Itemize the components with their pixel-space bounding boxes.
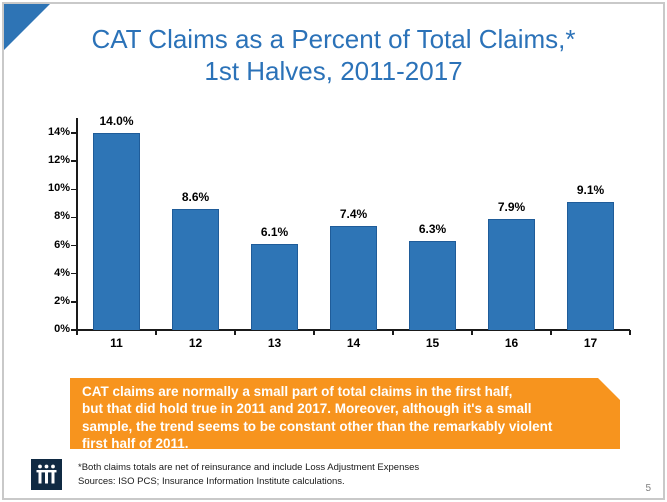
bar-13: [251, 244, 298, 330]
x-axis-tick: [76, 330, 78, 335]
page-number: 5: [645, 483, 651, 494]
y-axis-tick-label: 14%: [47, 126, 70, 138]
callout-box: CAT claims are normally a small part of …: [70, 378, 620, 449]
x-axis-tick-label: 13: [267, 336, 282, 350]
x-axis-tick-label: 17: [583, 336, 598, 350]
x-axis-tick-label: 11: [110, 336, 123, 350]
bar-slot: 9.1% 17: [551, 118, 630, 350]
x-axis-tick-label: 14: [346, 336, 361, 350]
bar-value-label: 14.0%: [99, 114, 134, 128]
slide-title-line2: 1st Halves, 2011-2017: [204, 55, 463, 86]
bar-slot: 6.3% 15: [393, 118, 472, 350]
y-axis-tick: [71, 301, 76, 303]
y-axis-tick: [71, 188, 76, 191]
y-axis-tick-label: 8%: [54, 210, 70, 223]
y-axis-tick-label: 4%: [54, 266, 70, 279]
y-axis-tick-label: 2%: [54, 294, 70, 307]
x-axis-tick: [629, 330, 631, 335]
x-axis-tick-label: 12: [188, 336, 203, 350]
x-axis-tick: [550, 330, 552, 335]
bar-12: [172, 209, 219, 330]
x-axis-tick: [313, 330, 315, 335]
y-axis-tick: [71, 132, 76, 134]
bar-slot: 7.4% 14: [314, 118, 393, 350]
slide-title-line1: CAT Claims as a Percent of Total Claims,…: [91, 24, 576, 54]
y-axis-tick: [71, 216, 76, 219]
y-axis-tick: [71, 244, 76, 247]
bar-17: [567, 201, 614, 330]
y-axis-line: [76, 118, 78, 330]
bar-slot: 14.0% 11: [77, 114, 156, 350]
footnote-text: *Both claims totals are net of reinsuran…: [78, 462, 420, 488]
bar-value-label: 7.9%: [497, 199, 526, 214]
bar-slot: 6.1% 13: [235, 118, 314, 350]
x-axis-line: [76, 329, 630, 331]
bar-14: [330, 225, 377, 330]
y-axis-tick: [71, 329, 76, 331]
y-axis-tick: [71, 160, 76, 162]
bar-15: [409, 241, 456, 330]
x-axis-tick: [392, 330, 394, 335]
triple-i-logo: [31, 459, 62, 490]
y-axis-tick-label: 10%: [47, 182, 70, 195]
bar-slot: 7.9% 16: [472, 118, 551, 350]
corner-triangle-decoration: [4, 4, 50, 50]
bar-value-label: 7.4%: [339, 206, 368, 221]
y-axis-tick-label: 12%: [47, 154, 70, 167]
bar-slot: 8.6% 12: [156, 118, 235, 350]
x-axis-tick: [155, 330, 157, 335]
bar-value-label: 9.1%: [576, 182, 605, 197]
bar-chart: 0% 2% 4% 6% 8% 10% 12% 14% 14.0% 11 8.6% 12 6.1% 13 7.…: [48, 114, 631, 350]
bar-value-label: 6.3%: [418, 222, 447, 237]
y-axis-tick: [71, 272, 76, 275]
bar-value-label: 8.6%: [181, 190, 210, 204]
bar-value-label: 6.1%: [260, 225, 289, 240]
bar-11: [93, 133, 140, 330]
x-axis-tick: [471, 330, 473, 335]
triple-i-logo-icon: [31, 459, 62, 490]
y-axis-tick-label: 0%: [54, 323, 70, 335]
bar-16: [488, 218, 535, 330]
x-axis-tick-label: 15: [425, 336, 440, 350]
x-axis-tick: [234, 330, 236, 335]
x-axis-tick-label: 16: [504, 336, 519, 350]
y-axis-tick-label: 6%: [54, 238, 70, 251]
slide-title: CAT Claims as a Percent of Total Claims,…: [30, 24, 637, 87]
